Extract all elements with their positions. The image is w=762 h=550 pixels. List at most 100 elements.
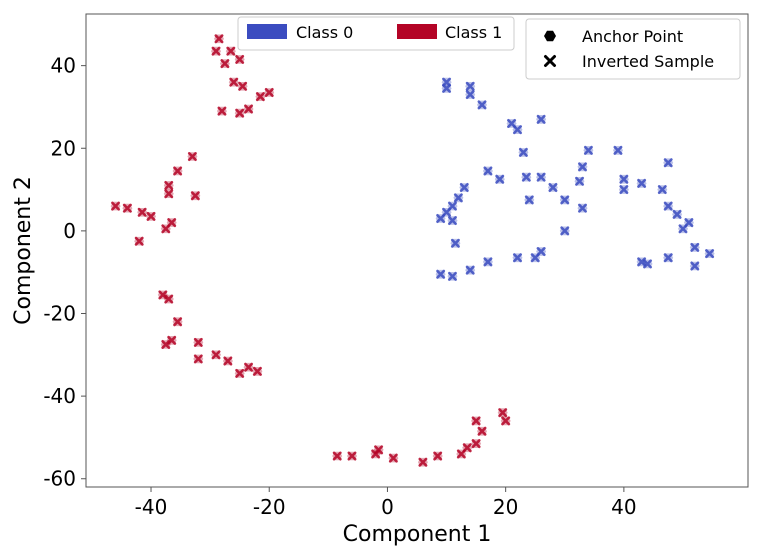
inverted-sample-class-1 xyxy=(137,207,147,217)
inverted-sample-class-1 xyxy=(187,152,197,162)
inverted-sample-class-0 xyxy=(536,172,546,182)
inverted-sample-class-1 xyxy=(229,77,239,87)
inverted-sample-class-1 xyxy=(235,368,245,378)
inverted-sample-class-0 xyxy=(483,257,493,267)
inverted-sample-class-0 xyxy=(663,253,673,263)
inverted-sample-class-1 xyxy=(252,366,262,376)
inverted-sample-class-1 xyxy=(161,224,171,234)
inverted-sample-class-0 xyxy=(657,185,667,195)
inverted-sample-class-1 xyxy=(418,457,428,467)
inverted-sample-class-0 xyxy=(663,158,673,168)
inverted-sample-class-1 xyxy=(173,166,183,176)
y-tick-label: -20 xyxy=(43,301,76,325)
inverted-sample-class-1 xyxy=(371,449,381,459)
inverted-sample-class-1 xyxy=(173,317,183,327)
inverted-sample-class-0 xyxy=(663,201,673,211)
inverted-sample-class-1 xyxy=(244,104,254,114)
inverted-sample-class-1 xyxy=(190,191,200,201)
x-tick-label: 40 xyxy=(611,495,636,519)
inverted-sample-class-1 xyxy=(193,337,203,347)
x-marker-icon xyxy=(544,55,556,67)
inverted-sample-class-0 xyxy=(447,271,457,281)
inverted-sample-class-0 xyxy=(436,269,446,279)
inverted-sample-class-1 xyxy=(134,236,144,246)
inverted-sample-class-1 xyxy=(498,408,508,418)
inverted-sample-class-0 xyxy=(705,249,715,259)
x-axis-title: Component 1 xyxy=(343,522,492,547)
inverted-sample-class-1 xyxy=(255,92,265,102)
inverted-sample-class-1 xyxy=(146,211,156,221)
inverted-sample-class-1 xyxy=(347,451,357,461)
inverted-sample-class-1 xyxy=(161,339,171,349)
legend-swatch-class-0 xyxy=(247,24,287,39)
inverted-sample-class-0 xyxy=(518,147,528,157)
inverted-sample-class-1 xyxy=(193,354,203,364)
y-tick-label: 40 xyxy=(51,54,76,78)
inverted-sample-class-1 xyxy=(456,449,466,459)
inverted-sample-class-1 xyxy=(211,46,221,56)
inverted-sample-class-0 xyxy=(583,145,593,155)
points-layer xyxy=(110,34,715,467)
inverted-sample-class-1 xyxy=(332,451,342,461)
legend-label-class-0: Class 0 xyxy=(296,23,353,42)
inverted-sample-class-1 xyxy=(220,59,230,69)
inverted-sample-class-1 xyxy=(111,201,121,211)
inverted-sample-class-1 xyxy=(244,362,254,372)
inverted-sample-class-0 xyxy=(530,253,540,263)
inverted-sample-class-0 xyxy=(548,183,558,193)
inverted-sample-class-1 xyxy=(164,294,174,304)
inverted-sample-class-0 xyxy=(436,213,446,223)
class-legend: Class 0 Class 1 xyxy=(237,16,515,51)
inverted-sample-class-1 xyxy=(433,451,443,461)
y-tick-label: -60 xyxy=(43,467,76,491)
legend-label-inverted-sample: Inverted Sample xyxy=(582,52,714,71)
inverted-sample-class-1 xyxy=(264,87,274,97)
inverted-sample-class-1 xyxy=(471,416,481,426)
inverted-sample-class-1 xyxy=(164,189,174,199)
inverted-sample-class-0 xyxy=(450,238,460,248)
inverted-sample-class-0 xyxy=(672,209,682,219)
inverted-sample-class-1 xyxy=(217,106,227,116)
inverted-sample-class-0 xyxy=(578,162,587,172)
x-tick-label: -20 xyxy=(253,495,286,519)
inverted-sample-class-0 xyxy=(678,224,688,234)
inverted-sample-class-0 xyxy=(690,242,700,252)
x-axis: -40 -20 0 20 40 xyxy=(135,487,637,519)
x-tick-label: 20 xyxy=(493,495,518,519)
inverted-sample-class-0 xyxy=(442,77,452,87)
y-axis: -60 -40 -20 0 20 40 xyxy=(43,54,86,491)
inverted-sample-class-0 xyxy=(512,253,522,263)
x-tick-label: -40 xyxy=(135,495,168,519)
class-legend-frame xyxy=(237,16,515,51)
marker-legend: Anchor Point Inverted Sample xyxy=(525,18,741,80)
inverted-sample-class-0 xyxy=(524,195,534,205)
inverted-sample-class-0 xyxy=(465,265,475,275)
inverted-sample-class-0 xyxy=(465,81,475,91)
y-tick-label: -40 xyxy=(43,384,76,408)
inverted-sample-class-0 xyxy=(690,261,700,271)
inverted-sample-class-0 xyxy=(442,83,452,93)
inverted-sample-class-0 xyxy=(560,226,570,236)
inverted-sample-class-0 xyxy=(495,174,505,184)
inverted-sample-class-1 xyxy=(164,180,174,190)
inverted-sample-class-0 xyxy=(477,100,487,110)
inverted-sample-class-1 xyxy=(388,453,398,463)
inverted-sample-class-0 xyxy=(613,145,623,155)
inverted-sample-class-1 xyxy=(223,356,233,366)
plot-area-frame xyxy=(85,13,749,488)
y-tick-label: 20 xyxy=(51,136,76,160)
inverted-sample-class-0 xyxy=(637,178,647,188)
inverted-sample-class-1 xyxy=(211,350,221,360)
inverted-sample-class-0 xyxy=(483,166,493,176)
inverted-sample-class-1 xyxy=(471,439,481,449)
inverted-sample-class-1 xyxy=(235,108,245,118)
inverted-sample-class-0 xyxy=(643,259,653,269)
inverted-sample-class-0 xyxy=(512,125,522,135)
marker-legend-frame xyxy=(525,18,741,80)
inverted-sample-class-1 xyxy=(122,203,132,213)
inverted-sample-class-0 xyxy=(619,174,629,184)
inverted-sample-class-1 xyxy=(235,54,245,64)
inverted-sample-class-1 xyxy=(226,46,236,56)
inverted-sample-class-0 xyxy=(465,90,475,100)
